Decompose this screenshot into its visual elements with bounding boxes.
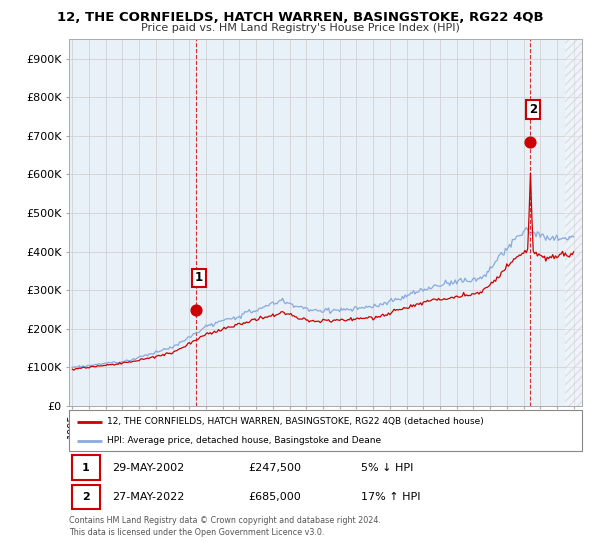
Text: Price paid vs. HM Land Registry's House Price Index (HPI): Price paid vs. HM Land Registry's House … bbox=[140, 23, 460, 33]
Text: Contains HM Land Registry data © Crown copyright and database right 2024.
This d: Contains HM Land Registry data © Crown c… bbox=[69, 516, 381, 537]
Text: 5% ↓ HPI: 5% ↓ HPI bbox=[361, 463, 414, 473]
Point bbox=[191, 306, 201, 315]
Text: HPI: Average price, detached house, Basingstoke and Deane: HPI: Average price, detached house, Basi… bbox=[107, 436, 382, 445]
Text: 1: 1 bbox=[82, 463, 89, 473]
Bar bbox=[71, 455, 100, 480]
Text: 1: 1 bbox=[194, 272, 203, 284]
Text: 27-MAY-2022: 27-MAY-2022 bbox=[113, 492, 185, 502]
Bar bbox=[71, 485, 100, 510]
Text: 29-MAY-2002: 29-MAY-2002 bbox=[113, 463, 185, 473]
Point bbox=[526, 137, 535, 146]
Text: 12, THE CORNFIELDS, HATCH WARREN, BASINGSTOKE, RG22 4QB (detached house): 12, THE CORNFIELDS, HATCH WARREN, BASING… bbox=[107, 417, 484, 426]
Text: 2: 2 bbox=[529, 102, 537, 115]
Text: 17% ↑ HPI: 17% ↑ HPI bbox=[361, 492, 421, 502]
Text: 2: 2 bbox=[82, 492, 89, 502]
Text: £685,000: £685,000 bbox=[248, 492, 301, 502]
Bar bbox=[565, 39, 582, 406]
Text: 12, THE CORNFIELDS, HATCH WARREN, BASINGSTOKE, RG22 4QB: 12, THE CORNFIELDS, HATCH WARREN, BASING… bbox=[56, 11, 544, 24]
Text: £247,500: £247,500 bbox=[248, 463, 302, 473]
